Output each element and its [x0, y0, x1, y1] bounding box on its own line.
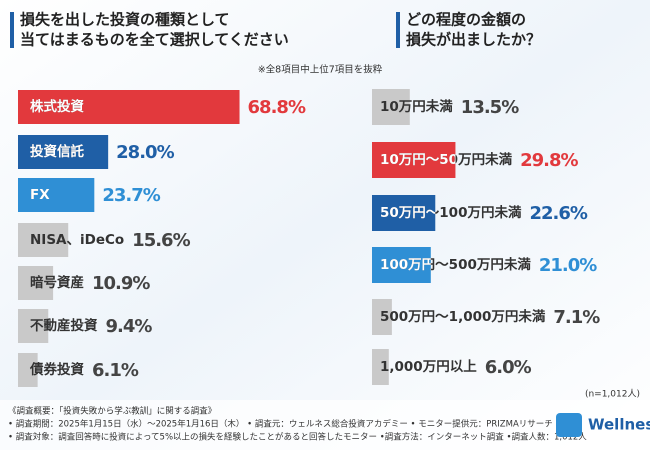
value-label: 13.5%: [461, 97, 519, 118]
bar: [372, 89, 410, 125]
value-label: 6.0%: [485, 357, 532, 378]
value-label: 22.6%: [529, 203, 587, 224]
title-accent: [396, 12, 400, 48]
category-label: 50万円～100万円未満: [380, 204, 522, 221]
category-label: 10万円未満: [380, 98, 453, 115]
value-label: 15.6%: [132, 230, 190, 251]
bar: [372, 349, 389, 385]
footer-band: [0, 400, 650, 450]
value-label: 23.7%: [102, 185, 160, 206]
category-label: NISA、iDeCo: [30, 232, 124, 248]
footer-line: • 調査対象：調査回答時に投資によって5%以上の損失を経験したことがあると回答し…: [8, 432, 587, 443]
chart-title: どの程度の金額の: [406, 11, 526, 29]
chart-title: 当てはまるものを全て選択してください: [20, 31, 289, 49]
chart-title: 損失を出した投資の種類として: [20, 11, 230, 29]
category-label: 50万円～100万円未満: [380, 204, 522, 221]
title-accent: [10, 12, 14, 48]
bar: [372, 195, 436, 231]
value-label: 28.0%: [116, 142, 174, 163]
bar: [18, 353, 38, 387]
category-label: 100万円～500万円未満: [380, 256, 531, 273]
category-label: 100万円～500万円未満: [380, 256, 531, 273]
footer-line: • 調査期間：2025年1月15日（水）～2025年1月16日（木） • 調査元…: [8, 419, 553, 430]
bar: [372, 247, 431, 283]
bar: [18, 90, 240, 124]
bar: [18, 309, 49, 343]
category-label: 株式投資: [30, 98, 84, 115]
category-label: 株式投資: [30, 98, 84, 115]
category-label: 不動産投資: [30, 317, 98, 334]
bar: [372, 142, 456, 178]
value-label: 9.4%: [106, 316, 153, 337]
chart-note: (n=1,012人): [585, 389, 640, 400]
chart-subtitle: ※全8項目中上位7項目を抜粋: [258, 64, 383, 76]
logo-text: Wellness: [588, 416, 650, 434]
footer-line: 《調査概要：「投資失敗から学ぶ教訓」に関する調査》: [8, 406, 216, 417]
category-label: 投資信託: [30, 143, 84, 160]
category-label: 投資信託: [30, 143, 84, 160]
chart-title: 損失が出ましたか？: [406, 31, 541, 49]
value-label: 10.9%: [92, 273, 150, 294]
category-label: 500万円～1,000万円未満: [380, 308, 546, 325]
value-label: 68.8%: [248, 97, 306, 118]
category-label: 1,000万円以上: [380, 359, 477, 375]
bar: [18, 266, 54, 300]
category-label: 債券投資: [29, 361, 84, 378]
category-label: 暗号資産: [30, 274, 84, 291]
bar: [18, 178, 95, 212]
bar: [18, 223, 69, 257]
value-label: 29.8%: [520, 150, 578, 171]
category-label: FX: [30, 187, 50, 203]
value-label: 7.1%: [553, 307, 600, 328]
category-label: FX: [30, 187, 50, 203]
value-label: 21.0%: [539, 255, 597, 276]
category-label: 10万円～50万円未満: [380, 151, 513, 168]
bar: [372, 299, 392, 335]
category-label: 10万円～50万円未満: [380, 151, 513, 168]
logo-icon: [556, 413, 582, 437]
bar: [18, 135, 109, 169]
value-label: 6.1%: [92, 360, 139, 381]
